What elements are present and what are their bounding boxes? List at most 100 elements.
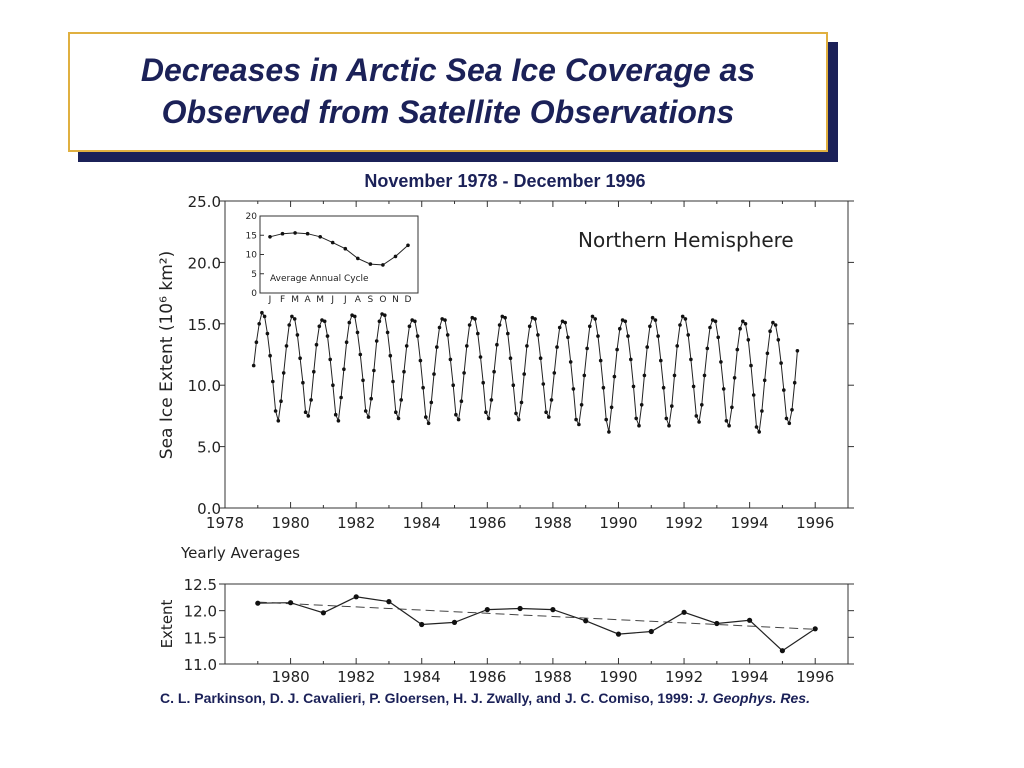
main-data-point — [773, 323, 778, 327]
main-data-point — [413, 319, 417, 324]
main-data-point — [383, 313, 387, 318]
main-plot-frame — [224, 200, 849, 509]
main-data-point — [355, 330, 360, 335]
citation: C. L. Parkinson, D. J. Cavalieri, P. Glo… — [0, 690, 970, 706]
main-data-point — [467, 323, 472, 327]
main-data-point — [454, 412, 458, 417]
main-data-point — [762, 378, 767, 383]
inset-data-point — [280, 231, 285, 236]
main-data-point — [320, 318, 324, 322]
main-data-point — [675, 344, 679, 348]
main-data-point — [601, 385, 606, 390]
main-data-point — [527, 324, 532, 329]
yearly-y-tick-label: 11.0 — [184, 656, 217, 674]
inset-data-point — [356, 256, 360, 261]
main-data-point — [435, 345, 439, 349]
main-data-point — [757, 430, 761, 434]
main-data-point — [716, 335, 720, 340]
main-data-point — [779, 361, 783, 365]
main-data-point — [281, 371, 286, 375]
main-data-point — [659, 358, 663, 363]
main-y-tick-label: 5.0 — [197, 439, 221, 457]
main-data-point — [697, 420, 701, 424]
main-data-point — [568, 360, 573, 364]
main-data-point — [260, 310, 264, 315]
main-data-point — [525, 344, 529, 348]
main-data-point — [440, 317, 445, 321]
main-data-point — [497, 323, 502, 327]
main-data-point — [462, 371, 466, 375]
main-data-point — [653, 318, 658, 322]
main-data-point — [402, 369, 406, 374]
main-data-point — [404, 344, 409, 348]
main-data-point — [571, 387, 576, 391]
main-data-point — [287, 323, 292, 327]
main-data-point — [552, 371, 557, 375]
main-data-point — [254, 340, 259, 345]
yearly-y-tick-label: 12.0 — [184, 603, 217, 621]
inset-frame — [259, 215, 419, 294]
main-data-point — [771, 320, 775, 325]
yearly-x-tick-label: 1984 — [403, 668, 441, 686]
inset-data-point — [293, 231, 297, 235]
inset-y-tick-label: 0 — [251, 289, 257, 299]
main-data-point — [790, 408, 794, 412]
main-data-point — [429, 400, 434, 405]
main-data-point — [746, 338, 751, 342]
main-data-point — [719, 360, 723, 364]
main-data-point — [290, 314, 294, 319]
main-data-point — [683, 317, 688, 321]
main-data-point — [588, 324, 592, 329]
main-data-point — [787, 421, 792, 426]
main-data-point — [738, 326, 742, 331]
yearly-x-tick-label: 1986 — [468, 668, 506, 686]
inset-y-tick-label: 15 — [246, 231, 257, 241]
main-data-point — [366, 415, 371, 419]
inset-data-point — [305, 231, 310, 236]
main-data-point — [306, 414, 311, 418]
main-data-point — [456, 417, 461, 422]
main-data-point — [732, 376, 737, 380]
main-data-point — [432, 372, 436, 376]
main-data-point — [721, 387, 726, 391]
main-data-point — [391, 379, 395, 384]
main-data-point — [361, 378, 365, 383]
main-data-point — [257, 322, 262, 326]
yearly-trend-line — [257, 601, 816, 630]
main-data-point — [514, 411, 518, 416]
main-x-tick-label: 1978 — [206, 514, 244, 532]
inset-x-tick-label: M — [291, 295, 299, 305]
main-data-point — [645, 345, 649, 349]
main-x-tick-label: 1986 — [468, 514, 506, 532]
main-data-point — [380, 312, 384, 316]
inset-x-tick-label: J — [268, 295, 272, 305]
yearly-data-point — [517, 605, 523, 612]
main-data-point — [451, 383, 456, 388]
main-data-point — [566, 335, 570, 340]
yearly-data-point — [550, 607, 556, 613]
inset-x-tick-label: M — [316, 295, 324, 305]
main-data-point — [765, 351, 770, 356]
main-data-point — [418, 358, 423, 363]
main-data-point — [590, 314, 595, 319]
title-box: Decreases in Arctic Sea Ice Coverage as … — [68, 32, 828, 152]
main-data-point — [443, 318, 447, 322]
citation-authors: C. L. Parkinson, D. J. Cavalieri, P. Glo… — [160, 690, 698, 706]
yearly-y-tick-label: 11.5 — [184, 629, 217, 647]
main-data-point — [399, 398, 404, 402]
chart-subtitle: November 1978 - December 1996 — [364, 171, 646, 191]
main-data-point — [486, 416, 491, 421]
main-data-point — [312, 369, 316, 374]
main-data-point — [615, 347, 619, 352]
yearly-title: Yearly Averages — [180, 544, 300, 562]
main-data-point — [639, 403, 644, 407]
main-data-point — [301, 380, 305, 385]
main-data-point — [410, 318, 415, 322]
main-data-point — [336, 419, 341, 423]
main-data-point — [631, 384, 636, 389]
main-data-point — [620, 318, 625, 322]
main-data-point — [557, 325, 562, 330]
main-data-point — [344, 340, 349, 345]
main-data-point — [708, 325, 712, 330]
